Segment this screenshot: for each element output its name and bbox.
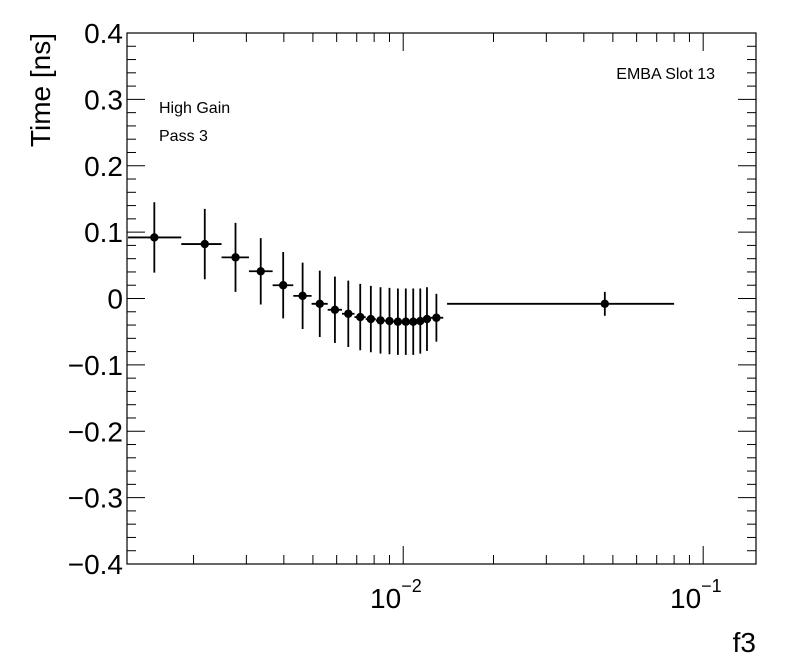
y-tick-label: 0.1	[84, 217, 123, 248]
y-tick-label: 0.4	[84, 18, 123, 49]
data-point	[298, 291, 307, 301]
data-point	[385, 316, 394, 326]
annotation-gain: High Gain	[159, 100, 230, 117]
axis-minor-ticks	[127, 33, 756, 564]
y-tick-label: 0	[107, 284, 123, 315]
y-tick-label: 0.2	[84, 151, 123, 182]
data-point	[422, 314, 432, 324]
y-tick-label: −0.1	[68, 350, 123, 381]
y-tick-label: 0.3	[84, 84, 123, 115]
data-point	[150, 233, 159, 242]
data-point	[393, 317, 403, 326]
data-point	[409, 317, 418, 326]
annotation-pass: Pass 3	[159, 128, 208, 145]
data-point	[278, 281, 288, 290]
data-point	[231, 253, 240, 262]
data-point	[344, 309, 353, 318]
data-point	[416, 316, 425, 326]
y-axis-title: Time [ns]	[25, 33, 56, 147]
data-point	[200, 239, 209, 249]
x-tick-exponent: −2	[401, 576, 422, 596]
x-axis-title: f3	[733, 627, 756, 658]
data-point	[330, 305, 340, 314]
data-series	[128, 202, 675, 355]
data-point	[401, 317, 410, 326]
data-point	[600, 299, 610, 309]
data-point	[366, 314, 376, 324]
y-tick-label: −0.3	[68, 483, 123, 514]
x-axis: 10 −2 10 −1	[370, 33, 722, 614]
y-tick-label: −0.2	[68, 416, 123, 447]
y-tick-label: −0.4	[68, 549, 123, 580]
data-point	[432, 313, 441, 322]
data-point	[356, 312, 365, 322]
y-axis: 0.4 0.3 0.2 0.1 0 −0.1 −0.2 −0.3 −0.4	[68, 18, 756, 580]
x-tick-exponent: −1	[701, 576, 722, 596]
data-point	[376, 316, 385, 325]
data-point	[256, 267, 265, 276]
data-point	[315, 299, 324, 309]
x-tick-label: 10	[370, 583, 401, 614]
x-tick-label: 10	[670, 583, 701, 614]
annotation-slot: EMBA Slot 13	[616, 66, 715, 83]
